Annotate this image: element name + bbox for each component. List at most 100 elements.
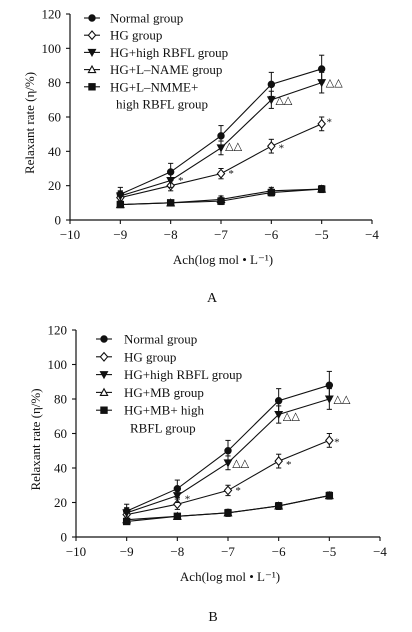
x-tick-label: −8 [170,544,184,559]
data-point [267,141,276,152]
data-point [266,96,276,105]
legend-marker [88,83,96,91]
significance-mark: * [326,117,332,129]
x-tick-label: −10 [66,544,86,559]
data-point [216,144,226,153]
data-point [325,491,334,500]
x-axis-label: Ach(log mol • L⁻¹) [173,252,273,267]
data-point [224,447,232,455]
data-point [317,79,327,88]
significance-mark: △△ [232,457,249,469]
data-point [274,456,283,467]
significance-mark: * [228,168,234,180]
y-tick-label: 120 [42,7,62,22]
x-tick-label: −6 [264,227,278,242]
data-point [116,200,125,209]
data-point [217,197,225,205]
significance-mark: * [279,142,285,154]
y-tick-label: 20 [48,178,61,193]
data-point [166,177,176,186]
legend: Normal group HG group HG+high RBFL group HG… [84,11,228,112]
data-point [223,459,233,468]
legend-entry: HG+MB group [124,385,204,400]
y-axis-label: Relaxant rate (η/%) [22,72,37,174]
data-point [173,512,182,520]
y-tick-label: 20 [54,495,67,510]
y-tick-label: 0 [55,213,62,228]
significance-mark: △△ [275,94,292,106]
legend-marker [99,351,109,362]
legend-marker [87,64,97,74]
significance-mark: * [286,459,292,471]
legend: Normal group HG group HG+high RBFL group HG… [96,332,242,436]
data-point [166,199,175,207]
legend-entry: RBFL group [130,421,196,436]
legend-entry: HG+high RBFL group [124,367,242,382]
series-2 [122,433,334,521]
data-point [267,188,276,197]
data-point [267,80,276,89]
y-tick-label: 40 [48,144,61,159]
x-tick-label: −4 [365,227,379,242]
x-tick-label: −7 [221,544,235,559]
y-axis-label: Relaxant rate (η/%) [28,388,43,490]
data-point [172,492,182,501]
data-point [115,192,125,201]
series-3 [115,71,327,202]
legend-entry: HG+high RBFL group [110,45,228,60]
data-point [217,132,225,140]
significance-mark: * [235,485,241,497]
y-tick-label: 120 [48,323,68,338]
series-3 [122,388,334,519]
data-point [274,397,283,405]
legend-entry: HG+L–NMME+ [110,79,198,94]
legend-marker [99,371,109,380]
legend-entry: HG+MB+ high [124,403,205,418]
x-tick-label: −9 [120,544,134,559]
legend-entry: HG group [110,28,162,43]
x-tick-label: −4 [373,544,387,559]
legend-marker [87,30,97,41]
x-tick-label: −5 [322,544,336,559]
legend-entry: HG+L–NAME group [110,62,222,77]
data-point [317,65,326,73]
x-tick-label: −10 [60,227,80,242]
y-tick-label: 80 [48,75,61,90]
legend-marker [87,48,97,58]
series-5 [116,185,326,209]
legend-marker [100,335,108,343]
y-tick-label: 80 [54,392,67,407]
significance-mark: △△ [326,77,343,89]
data-point [274,411,284,420]
significance-mark: * [185,494,191,506]
legend-marker [99,387,109,396]
x-tick-label: −9 [113,227,127,242]
x-axis-label: Ach(log mol • L⁻¹) [180,569,280,584]
legend-entry: Normal group [124,332,197,347]
legend-entry: HG group [124,349,176,364]
panel-label: A [207,291,218,306]
x-tick-label: −8 [164,227,178,242]
legend-entry: Normal group [110,11,183,26]
chart-panel-a: 0 20 40 60 80 100 120 −10 −9 −8 −7 −6 −5 −4 Ach(log mo… [22,7,379,307]
y-tick-label: 0 [61,530,68,545]
significance-mark: △△ [334,393,351,405]
x-tick-label: −5 [315,227,329,242]
data-point [122,517,131,526]
y-tick-label: 60 [54,426,67,441]
data-point [324,395,334,404]
data-point [223,485,233,496]
data-point [122,509,132,518]
x-tick-label: −7 [214,227,228,242]
panel-label: B [208,610,217,625]
data-point [325,381,334,389]
significance-mark: △△ [283,411,300,423]
y-tick-label: 40 [54,461,67,476]
chart-panel-b: 0 20 40 60 80 100 120 −10 −9 −8 −7 −6 −5 −4 Ach(log mo… [28,323,387,626]
y-tick-label: 100 [48,357,68,372]
significance-mark: △△ [225,141,242,153]
legend-marker [100,406,108,414]
y-tick-label: 100 [42,41,62,56]
